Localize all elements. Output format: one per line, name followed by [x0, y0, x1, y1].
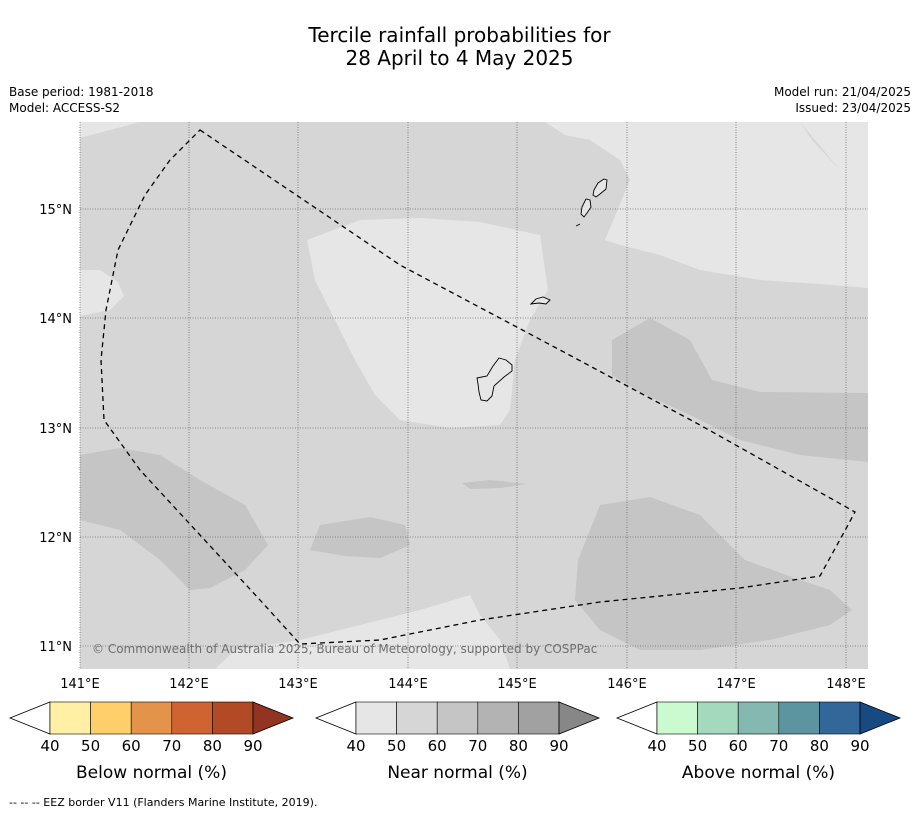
- aguijan-island: [575, 223, 581, 227]
- legend-near-swatch-60: [436, 701, 479, 735]
- probability-region-60-70-se: [575, 497, 852, 650]
- legend-below-swatch-80: [212, 701, 254, 735]
- probability-region-40-50-south: [215, 595, 510, 669]
- legend-near-swatch-80: [518, 701, 560, 735]
- legend-above-tick-90: 90: [850, 737, 869, 755]
- lat-label-14: 14°N: [39, 312, 72, 327]
- map-panel: [80, 122, 868, 669]
- legend-below-swatch-40: [49, 701, 91, 735]
- islands: [476, 178, 608, 402]
- legend-below-swatch-60: [130, 701, 173, 735]
- legend-below-under-arrow: [8, 701, 51, 735]
- model-info-right: Model run: 21/04/2025 Issued: 23/04/2025: [774, 84, 911, 116]
- legend-above-over-arrow: [859, 701, 902, 735]
- lon-label-142: 142°E: [169, 677, 209, 692]
- legend-below-tick-80: 80: [203, 737, 222, 755]
- legend-near-tick-60: 60: [428, 737, 447, 755]
- probability-region-60-70-sliver: [462, 480, 527, 489]
- legend-below-tick-90: 90: [243, 737, 262, 755]
- lon-label-144: 144°E: [388, 677, 428, 692]
- rota-island: [529, 296, 551, 305]
- probability-region-40-50-west: [80, 270, 124, 316]
- legend-above-tick-70: 70: [769, 737, 788, 755]
- lat-label-13: 13°N: [39, 422, 72, 437]
- legend-below: 40 50 60 70 80 90 Below normal (%): [8, 701, 295, 783]
- lat-label-11: 11°N: [39, 640, 72, 655]
- lon-label-147: 147°E: [716, 677, 756, 692]
- legend-below-swatch-70: [171, 701, 213, 735]
- longitude-labels: 141°E 142°E 143°E 144°E 145°E 146°E 147°…: [60, 677, 866, 692]
- base-period: Base period: 1981-2018: [9, 85, 154, 99]
- legend-near-tick-70: 70: [468, 737, 487, 755]
- probability-region-40-50-nw: [80, 122, 140, 138]
- guam-island: [476, 357, 513, 402]
- legend-above-swatch-40: [656, 701, 698, 735]
- tinian-island: [580, 198, 592, 218]
- probability-region-60-70-south-central: [310, 517, 410, 558]
- legend-below-tick-70: 70: [162, 737, 181, 755]
- legend-below-tick-60: 60: [122, 737, 141, 755]
- legend-near-over-arrow: [558, 701, 601, 735]
- legend-above-tick-40: 40: [647, 737, 666, 755]
- legend-above-tick-60: 60: [729, 737, 748, 755]
- saipan-island: [592, 178, 608, 198]
- copyright-notice: © Commonwealth of Australia 2025, Bureau…: [92, 642, 597, 656]
- lat-label-15: 15°N: [39, 203, 72, 218]
- legend-near-swatch-50: [396, 701, 438, 735]
- map-title-line-2: 28 April to 4 May 2025: [345, 46, 574, 70]
- lat-label-12: 12°N: [39, 531, 72, 546]
- legend-near-tick-50: 50: [387, 737, 406, 755]
- lon-label-141: 141°E: [60, 677, 100, 692]
- legend-below-tick-40: 40: [40, 737, 59, 755]
- model-name: Model: ACCESS-S2: [9, 101, 121, 115]
- legend-above-swatch-60: [737, 701, 780, 735]
- legend-near-swatch-40: [355, 701, 397, 735]
- lon-label-148: 148°E: [826, 677, 866, 692]
- lon-label-143: 143°E: [278, 677, 318, 692]
- eez-footnote: -- -- -- EEZ border V11 (Flanders Marine…: [9, 796, 318, 809]
- map-title-line-1: Tercile rainfall probabilities for: [308, 23, 611, 47]
- legend-near-under-arrow: [314, 701, 357, 735]
- issued-date: Issued: 23/04/2025: [795, 101, 911, 115]
- lon-label-145: 145°E: [497, 677, 537, 692]
- legend-near-tick-80: 80: [509, 737, 528, 755]
- legend-near-tick-90: 90: [549, 737, 568, 755]
- legend-near: 40 50 60 70 80 90 Near normal (%): [314, 701, 601, 783]
- legend-above-swatch-50: [697, 701, 739, 735]
- legend-below-swatch-50: [90, 701, 132, 735]
- probability-region-60-70-east: [612, 318, 868, 462]
- model-info-left: Base period: 1981-2018 Model: ACCESS-S2: [9, 84, 154, 116]
- legend-above-tick-50: 50: [688, 737, 707, 755]
- latitude-labels: 15°N 14°N 13°N 12°N 11°N: [39, 203, 72, 655]
- legend-above-under-arrow: [615, 701, 658, 735]
- legend-near-title: Near normal (%): [387, 763, 527, 783]
- legend-above-swatch-80: [819, 701, 861, 735]
- graticule: [79, 122, 868, 669]
- legend-below-title: Below normal (%): [76, 763, 227, 783]
- legend-near-swatch-70: [477, 701, 519, 735]
- eez-border: [100, 129, 856, 645]
- legend-above-title: Above normal (%): [682, 763, 835, 783]
- probability-region-60-70-sw: [80, 448, 268, 590]
- model-run-date: Model run: 21/04/2025: [773, 85, 911, 99]
- legend-near-tick-40: 40: [346, 737, 365, 755]
- legend-below-tick-50: 50: [81, 737, 100, 755]
- legend-below-over-arrow: [252, 701, 295, 735]
- legend-above: 40 50 60 70 80 90 Above normal (%): [615, 701, 902, 783]
- legend-above-swatch-70: [778, 701, 820, 735]
- legend-above-tick-80: 80: [810, 737, 829, 755]
- probability-region-40-50-ne-edge: [545, 122, 868, 190]
- lon-label-146: 146°E: [607, 677, 647, 692]
- legend-colorbars: 40 50 60 70 80 90 Below normal (%) 40 50 60 70 80 90…: [8, 701, 902, 783]
- probability-region-40-50-ne: [545, 122, 868, 288]
